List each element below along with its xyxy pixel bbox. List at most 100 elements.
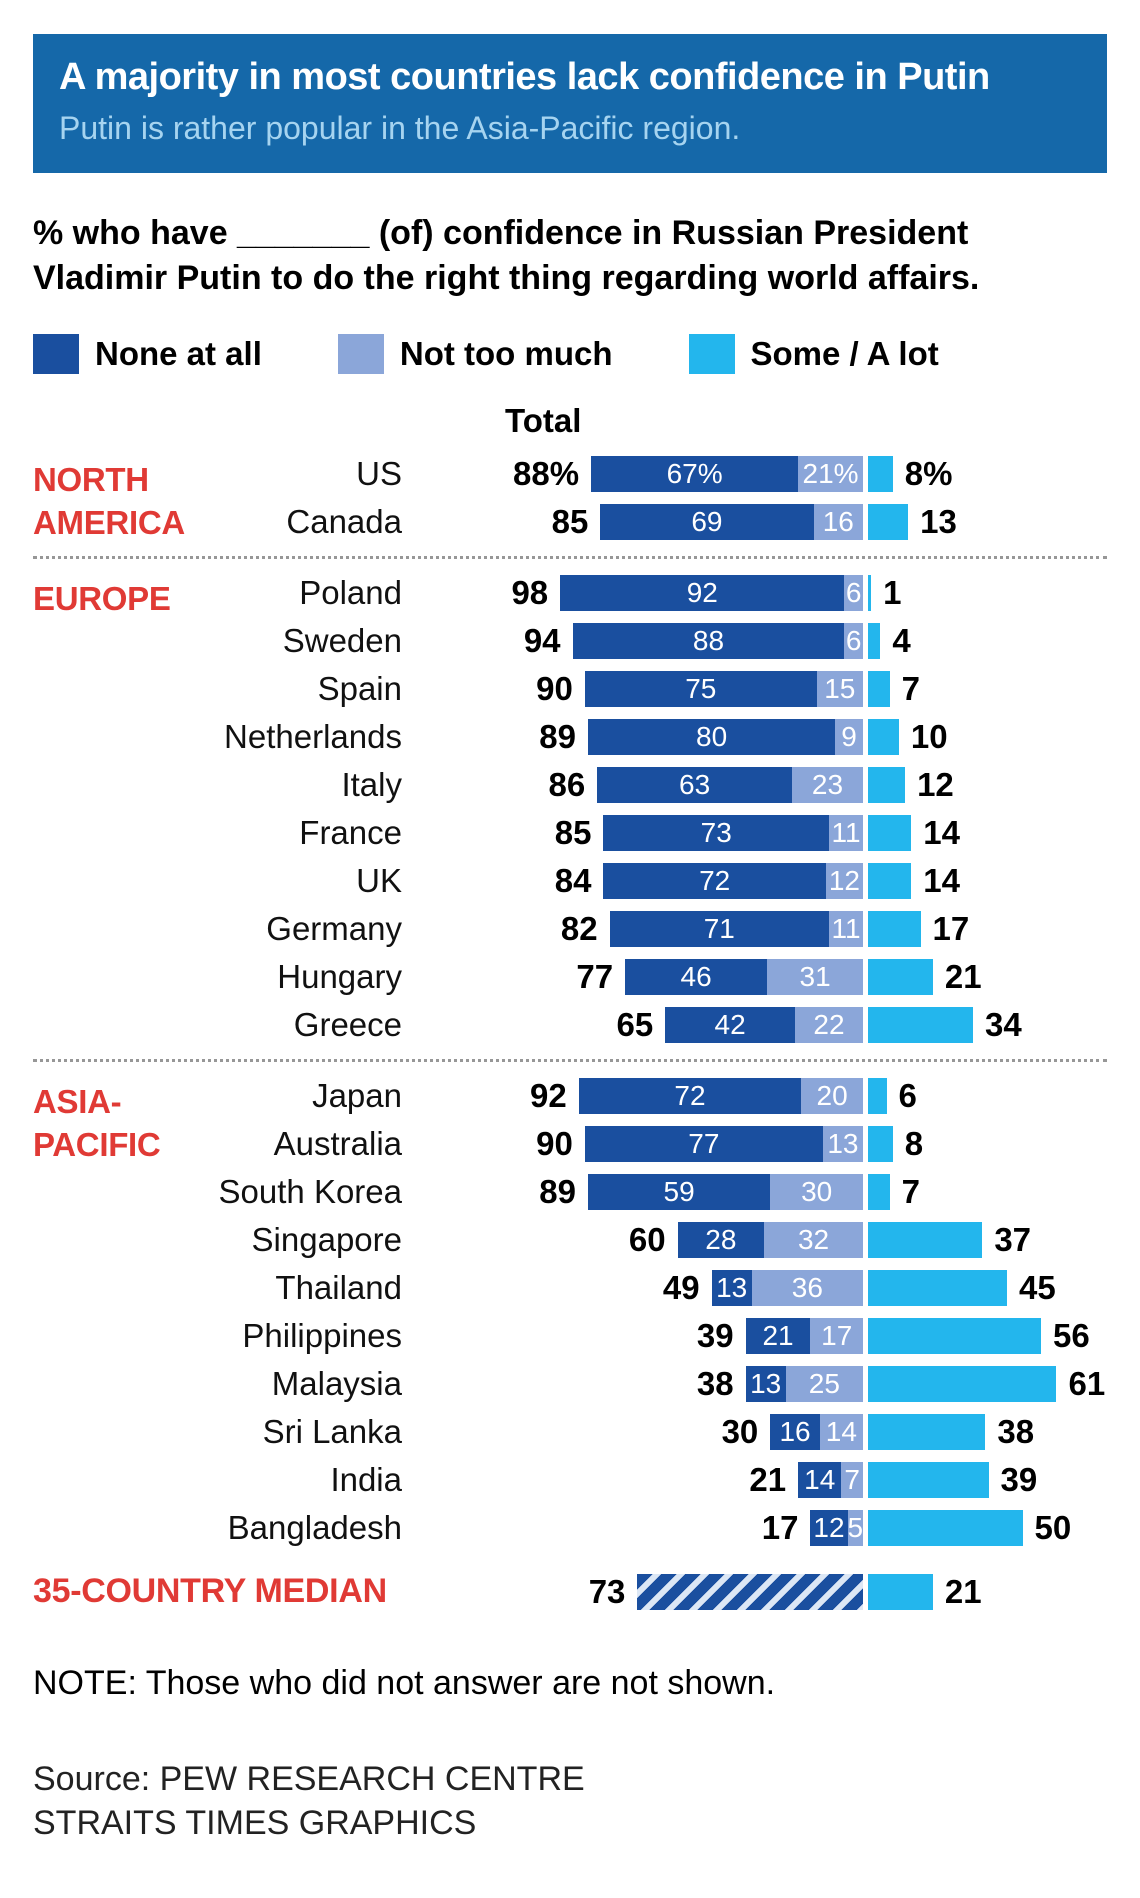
header-band: A majority in most countries lack confid… — [33, 34, 1107, 174]
country-row: Japan 92 72 20 6 — [33, 1072, 1107, 1120]
country-label: Malaysia — [271, 1364, 402, 1402]
bar-area: 89 80 9 10 — [420, 713, 1107, 761]
country-label: Sweden — [282, 621, 402, 659]
total-value: 49 — [662, 1268, 700, 1306]
median-some-segment — [868, 1573, 933, 1610]
country-label: France — [299, 813, 402, 851]
some-a-lot-value: 56 — [1053, 1316, 1090, 1354]
total-value: 90 — [536, 1124, 573, 1162]
median-label: 35-COUNTRY MEDIAN — [33, 1572, 387, 1611]
segment-none-at-all: 13 — [745, 1365, 786, 1402]
segment-some-a-lot — [868, 1509, 1023, 1546]
region-label: EUROPE — [33, 579, 171, 617]
segment-none-at-all: 71 — [609, 910, 829, 947]
segment-some-a-lot — [868, 622, 881, 659]
segment-none-at-all: 46 — [625, 958, 768, 995]
some-a-lot-value: 4 — [892, 621, 911, 659]
country-row: Greece 65 42 22 34 — [33, 1001, 1107, 1049]
question-line-1: % who have _______ (of) confidence in Ru… — [33, 214, 969, 253]
segment-not-too-much: 22 — [795, 1006, 863, 1043]
segment-not-too-much: 7 — [841, 1461, 863, 1498]
total-value: 39 — [696, 1316, 734, 1354]
chart-rows: NORTH AMERICA US 88% 67% 21% 8% Canada 85 69 16 13… — [33, 400, 1107, 1552]
segment-none-at-all: 28 — [677, 1221, 765, 1258]
country-label: Greece — [293, 1005, 402, 1043]
median-bar-area: 73 21 — [420, 1568, 1107, 1616]
segment-none-at-all: 88 — [572, 622, 845, 659]
some-a-lot-value: 14 — [923, 813, 960, 851]
segment-value-label: 16 — [779, 1415, 811, 1447]
bar-area: 85 69 16 13 — [420, 498, 1107, 546]
none-at-all-swatch-icon — [33, 333, 79, 374]
country-row: US 88% 67% 21% 8% — [33, 450, 1107, 498]
segment-none-at-all: 72 — [578, 1077, 802, 1114]
some-a-lot-value: 8% — [904, 454, 953, 492]
segment-value-label: 22 — [813, 1008, 845, 1040]
some-a-lot-value: 10 — [910, 717, 948, 755]
segment-value-label: 13 — [750, 1367, 782, 1399]
country-row: France 85 73 11 14 — [33, 809, 1107, 857]
segment-value-label: 46 — [680, 960, 712, 992]
bar-area: 39 21 17 56 — [420, 1312, 1107, 1360]
country-label: South Korea — [218, 1172, 402, 1210]
segment-none-at-all: 42 — [665, 1006, 795, 1043]
some-a-lot-swatch-icon — [688, 333, 735, 374]
segment-some-a-lot — [868, 1006, 974, 1043]
segment-not-too-much: 30 — [770, 1173, 863, 1210]
country-row: India 21 14 7 39 — [33, 1456, 1107, 1504]
country-label: Hungary — [277, 957, 402, 995]
region-separator — [33, 1058, 1107, 1062]
bar-area: 82 71 11 17 — [420, 905, 1107, 953]
segment-value-label: 80 — [696, 720, 728, 752]
chart-question: % who have _______ (of) confidence in Ru… — [33, 211, 1107, 301]
confidence-chart: Total NORTH AMERICA US 88% 67% 21% 8% Canada 85… — [33, 400, 1107, 1618]
bar-area: 49 13 36 45 — [420, 1264, 1107, 1312]
total-value: 65 — [616, 1005, 654, 1043]
some-a-lot-value: 14 — [923, 861, 960, 899]
source-block: Source: PEW RESEARCH CENTRE STRAITS TIME… — [33, 1757, 1107, 1847]
country-label: Canada — [286, 502, 402, 540]
country-label: Thailand — [275, 1268, 402, 1306]
segment-value-label: 16 — [822, 505, 854, 537]
segment-value-label: 12 — [813, 1511, 845, 1543]
segment-value-label: 6 — [845, 624, 862, 656]
segment-value-label: 17 — [821, 1319, 853, 1351]
segment-not-too-much: 21% — [798, 455, 863, 492]
total-value: 85 — [551, 502, 589, 540]
region-section: EUROPE Poland 98 92 6 1 Sweden 94 88 6 4 Spain 90 75 1… — [33, 569, 1107, 1049]
country-label: Japan — [312, 1076, 402, 1114]
segment-value-label: 36 — [791, 1271, 823, 1303]
segment-not-too-much: 11 — [829, 910, 863, 947]
some-a-lot-value: 34 — [985, 1005, 1022, 1043]
segment-none-at-all: 59 — [587, 1173, 771, 1210]
total-value: 89 — [539, 717, 576, 755]
segment-value-label: 15 — [824, 672, 856, 704]
some-a-lot-value: 61 — [1068, 1364, 1106, 1402]
country-row: Thailand 49 13 36 45 — [33, 1264, 1107, 1312]
country-row: UK 84 72 12 14 — [33, 857, 1107, 905]
region-separator — [33, 555, 1107, 559]
total-value: 77 — [576, 957, 614, 995]
segment-value-label: 73 — [700, 816, 732, 848]
segment-some-a-lot — [868, 958, 933, 995]
segment-some-a-lot — [868, 862, 912, 899]
page-subtitle: Putin is rather popular in the Asia-Paci… — [59, 109, 741, 146]
segment-value-label: 32 — [797, 1223, 830, 1255]
page-title: A majority in most countries lack confid… — [59, 56, 990, 98]
some-a-lot-value: 50 — [1034, 1508, 1072, 1546]
segment-none-at-all: 69 — [600, 503, 814, 540]
segment-value-label: 77 — [688, 1127, 720, 1159]
segment-value-label: 88 — [692, 624, 725, 656]
segment-none-at-all: 73 — [603, 814, 829, 851]
segment-value-label: 6 — [845, 576, 862, 608]
country-label: Singapore — [251, 1220, 402, 1258]
segment-some-a-lot — [868, 1077, 887, 1114]
source-line-2: STRAITS TIMES GRAPHICS — [33, 1804, 477, 1843]
some-a-lot-value: 6 — [898, 1076, 917, 1114]
country-row: Sri Lanka 30 16 14 38 — [33, 1408, 1107, 1456]
legend-item-not-too-much: Not too much — [337, 333, 613, 374]
median-some-value: 21 — [944, 1572, 982, 1610]
total-value: 17 — [761, 1508, 799, 1546]
segment-value-label: 30 — [801, 1175, 833, 1207]
country-row: Canada 85 69 16 13 — [33, 498, 1107, 546]
